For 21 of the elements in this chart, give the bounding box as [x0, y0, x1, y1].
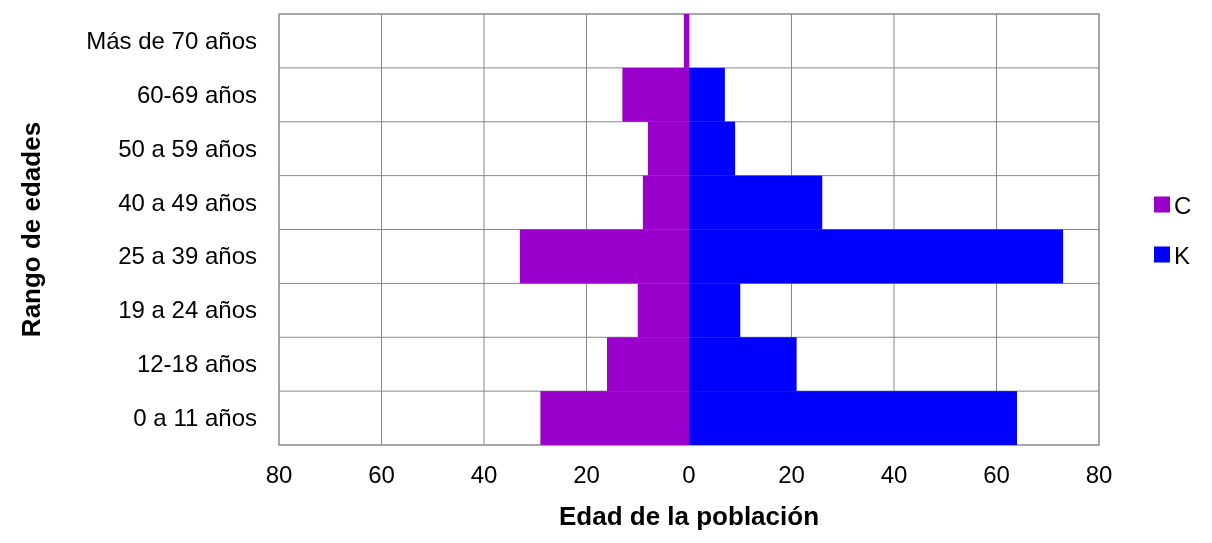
x-tick-label: 60 — [983, 461, 1010, 488]
x-tick-label: 20 — [573, 461, 600, 488]
y-tick-label: 0 a 11 años — [133, 404, 257, 432]
y-tick-label: 40 a 49 años — [118, 188, 257, 216]
y-tick-label: 60-69 años — [136, 80, 257, 108]
y-tick-label: Más de 70 años — [86, 26, 257, 54]
legend-label: C — [1174, 191, 1192, 219]
y-tick-label: 25 a 39 años — [118, 242, 257, 270]
y-tick-label: 19 a 24 años — [118, 296, 257, 324]
x-tick-label: 0 — [682, 461, 696, 488]
y-axis-title: Rango de edades — [16, 121, 46, 338]
x-tick-label: 20 — [778, 461, 805, 488]
x-tick-label: 40 — [470, 461, 498, 488]
x-tick-label: 80 — [1085, 461, 1113, 488]
x-tick-label: 40 — [880, 461, 908, 488]
y-tick-label: 12-18 años — [136, 350, 257, 378]
x-tick-label: 80 — [265, 461, 293, 488]
legend-label: K — [1174, 241, 1191, 269]
x-tick-label: 60 — [368, 461, 395, 488]
y-tick-label: 50 a 59 años — [118, 134, 257, 162]
x-axis-title: Edad de la población — [558, 501, 820, 531]
